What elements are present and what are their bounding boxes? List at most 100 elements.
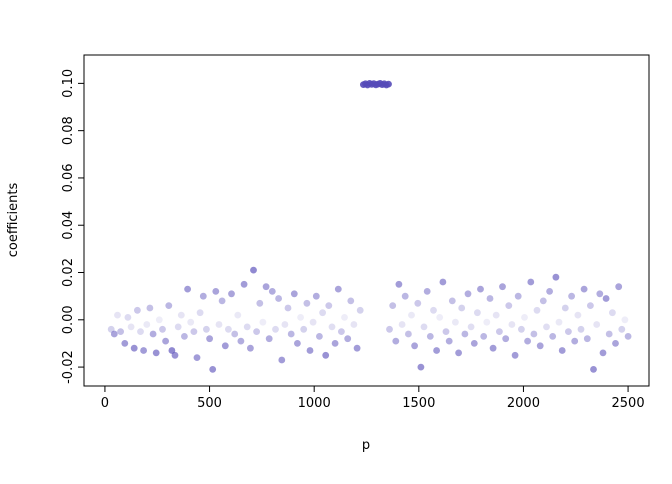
data-point bbox=[401, 292, 409, 300]
data-point bbox=[590, 366, 597, 373]
data-point bbox=[499, 283, 506, 291]
data-point bbox=[461, 330, 469, 338]
data-point bbox=[408, 311, 415, 319]
data-point bbox=[268, 288, 276, 295]
data-point bbox=[110, 330, 118, 338]
data-point bbox=[334, 285, 342, 293]
data-point bbox=[565, 328, 572, 335]
data-point bbox=[206, 335, 214, 343]
data-point bbox=[448, 297, 456, 305]
y-axis-title: coefficients bbox=[6, 183, 21, 258]
data-point bbox=[477, 285, 484, 293]
data-point bbox=[549, 333, 557, 340]
data-point bbox=[502, 335, 510, 343]
data-point bbox=[303, 299, 311, 307]
data-point bbox=[571, 337, 579, 345]
data-point bbox=[423, 288, 431, 295]
data-point bbox=[568, 292, 575, 300]
data-point bbox=[243, 323, 251, 331]
data-point bbox=[143, 321, 151, 328]
y-tick-label: -0.02 bbox=[61, 350, 76, 384]
y-tick-label: 0.04 bbox=[61, 211, 76, 240]
x-tick-label: 0 bbox=[101, 396, 109, 411]
data-point bbox=[445, 337, 453, 345]
data-point bbox=[593, 321, 601, 328]
data-point bbox=[121, 340, 129, 347]
x-tick-label: 1500 bbox=[402, 396, 435, 411]
data-point bbox=[168, 347, 176, 354]
data-point bbox=[483, 318, 491, 326]
data-point bbox=[511, 351, 519, 359]
data-point bbox=[290, 290, 298, 298]
data-point bbox=[385, 80, 392, 88]
data-point bbox=[331, 340, 339, 347]
y-tick-label: 0.06 bbox=[61, 163, 76, 192]
data-point bbox=[621, 316, 629, 324]
data-point bbox=[530, 330, 538, 338]
data-point bbox=[455, 349, 462, 357]
data-point bbox=[458, 304, 466, 312]
data-point bbox=[137, 328, 144, 335]
data-point bbox=[181, 333, 188, 340]
data-point bbox=[353, 344, 361, 352]
data-point bbox=[420, 323, 428, 331]
data-point bbox=[561, 304, 569, 312]
data-point bbox=[518, 325, 525, 333]
x-tick-label: 1000 bbox=[298, 396, 331, 411]
data-point bbox=[215, 321, 223, 328]
data-point bbox=[338, 328, 345, 335]
data-point bbox=[464, 290, 472, 298]
data-point bbox=[124, 314, 132, 321]
data-point bbox=[612, 340, 619, 347]
data-point bbox=[350, 321, 358, 328]
y-tick-label: 0.08 bbox=[61, 116, 76, 145]
data-point bbox=[489, 344, 497, 352]
data-point bbox=[341, 314, 348, 321]
data-point bbox=[442, 328, 450, 335]
data-point bbox=[433, 347, 440, 354]
data-point bbox=[300, 325, 308, 333]
x-tick-label: 2000 bbox=[507, 396, 540, 411]
data-point bbox=[184, 285, 192, 293]
data-point bbox=[262, 283, 270, 291]
data-point bbox=[439, 278, 447, 286]
data-point bbox=[240, 280, 248, 288]
data-point bbox=[521, 314, 528, 321]
data-point bbox=[278, 356, 286, 364]
data-point bbox=[605, 330, 613, 338]
data-point bbox=[294, 340, 301, 347]
data-point bbox=[328, 323, 336, 331]
data-point bbox=[234, 311, 242, 319]
data-point bbox=[347, 297, 355, 305]
data-point bbox=[196, 309, 204, 317]
data-point bbox=[452, 318, 459, 326]
data-point bbox=[221, 342, 229, 350]
data-point bbox=[247, 344, 254, 352]
data-point bbox=[265, 335, 273, 343]
x-axis-title: p bbox=[362, 438, 370, 453]
data-point bbox=[405, 330, 412, 338]
plot-layer: 0 500 1000 1500 2000 2500 -0.02 0.00 0.02 0.04 0.0… bbox=[61, 54, 650, 411]
data-point bbox=[539, 297, 547, 305]
data-point bbox=[580, 285, 588, 293]
data-point bbox=[417, 363, 425, 371]
data-point bbox=[436, 314, 444, 321]
data-point bbox=[618, 325, 626, 333]
data-point bbox=[203, 325, 210, 333]
data-point bbox=[174, 323, 182, 331]
data-point bbox=[316, 333, 323, 340]
data-point bbox=[430, 306, 437, 314]
data-point bbox=[344, 335, 352, 343]
data-point bbox=[284, 304, 292, 312]
data-point bbox=[259, 318, 267, 326]
data-point bbox=[543, 323, 550, 331]
data-point bbox=[386, 325, 393, 333]
data-point bbox=[134, 306, 141, 314]
data-point bbox=[546, 288, 553, 295]
data-point bbox=[225, 325, 232, 333]
data-point bbox=[414, 299, 422, 307]
data-point bbox=[256, 299, 264, 307]
data-point bbox=[505, 302, 513, 309]
data-point bbox=[319, 309, 326, 317]
y-tick-label: 0.10 bbox=[61, 69, 76, 98]
